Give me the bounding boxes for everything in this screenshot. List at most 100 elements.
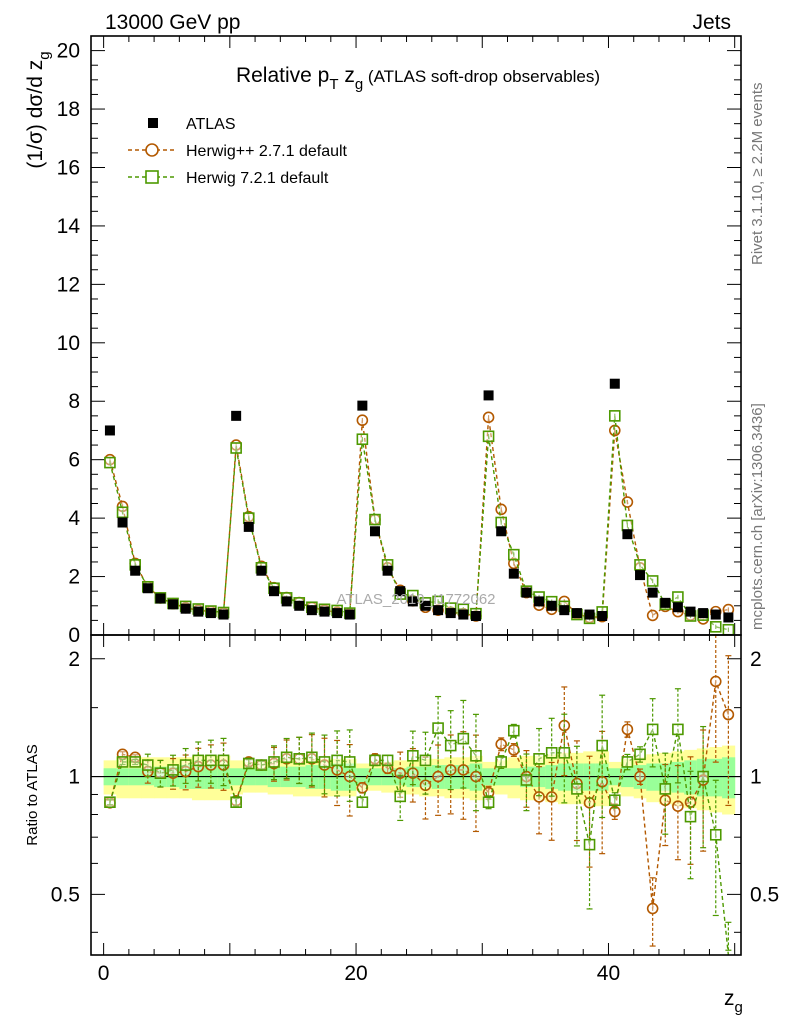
herwig7-ratio-point (684, 810, 697, 823)
atlas-point (168, 599, 179, 610)
herwigpp-ratio-point (419, 779, 432, 792)
atlas-point (609, 378, 620, 389)
herwig7-ratio-point (407, 749, 419, 762)
herwig7-ratio-point (343, 756, 356, 768)
herwig7-ratio-point (608, 794, 621, 807)
herwig7-ratio-point (141, 759, 154, 771)
herwig7-ratio-point (230, 796, 242, 809)
atlas-point (306, 605, 317, 616)
ratio-panel (91, 634, 741, 956)
herwig7-ratio-point (533, 753, 545, 765)
herwig7-ratio-point (444, 739, 457, 752)
energy-label: 13000 GeV pp (105, 11, 240, 34)
atlas-point (231, 410, 242, 421)
atlas-point (294, 600, 305, 611)
herwig7-ratio-point (167, 764, 179, 776)
herwig7-point (369, 513, 381, 526)
y-tick-label: 14 (57, 215, 81, 238)
y-tick-label: 0 (68, 624, 80, 647)
herwig7-ratio-line (109, 726, 730, 956)
ratio-tick-label-right: 1 (750, 766, 762, 789)
herwig7-ratio-point (217, 754, 230, 767)
atlas-point (319, 606, 330, 617)
herwig7-point (634, 559, 646, 571)
atlas-point (155, 593, 166, 604)
atlas-point (142, 583, 153, 594)
atlas-point (445, 608, 456, 619)
herwig7-point (621, 519, 634, 532)
atlas-point (256, 565, 267, 576)
herwig7-ratio-point (104, 796, 116, 809)
herwig7-ratio-point (318, 756, 331, 768)
atlas-point (723, 612, 734, 623)
herwigpp-ratio-point (672, 800, 684, 813)
category-label: Jets (692, 11, 731, 34)
herwig7-ratio-point (306, 751, 318, 764)
herwig7-ratio-point (470, 749, 482, 762)
atlas-point (433, 605, 444, 616)
herwig7-point (709, 621, 722, 633)
herwig7-ratio-point (381, 754, 394, 767)
atlas-point (281, 596, 292, 607)
herwig7-ratio-point (179, 759, 192, 771)
atlas-point (407, 596, 418, 607)
herwig7-ratio-point (672, 723, 684, 736)
atlas-point (205, 608, 216, 619)
herwigpp-point (621, 496, 634, 508)
atlas-point (369, 526, 380, 537)
herwig7-ratio-point (697, 770, 709, 783)
atlas-point (635, 570, 646, 581)
atlas-point (672, 602, 683, 613)
atlas-point (395, 586, 406, 597)
herwig7-ratio-point (255, 759, 268, 771)
atlas-point (117, 517, 128, 528)
herwig7-ratio-point (369, 754, 381, 767)
x-axis-label: zg (724, 987, 743, 1016)
herwig7-ratio-point (558, 747, 571, 759)
chart-title: Relative pT zg (ATLAS soft-drop observab… (236, 64, 600, 93)
y-tick-label: 16 (57, 156, 80, 179)
atlas-point (647, 587, 658, 598)
herwigpp-point (608, 424, 621, 437)
herwig7-ratio-point (583, 838, 596, 851)
atlas-point (571, 608, 582, 619)
herwigpp-ratio-point (432, 770, 444, 783)
herwigpp-ratio-point (495, 738, 507, 750)
x-tick-label: 20 (344, 962, 367, 985)
herwig7-ratio-point (116, 756, 129, 768)
herwig7-ratio-point (457, 732, 470, 745)
herwigpp-ratio-point (634, 770, 646, 783)
herwig7-ratio-point (545, 747, 558, 759)
atlas-point (344, 609, 355, 620)
herwigpp-ratio-point (533, 791, 545, 803)
herwig7-ratio-point (356, 796, 369, 809)
herwigpp-ratio-point (545, 791, 558, 803)
herwig7-ratio-point (293, 753, 306, 765)
atlas-point (420, 600, 431, 611)
herwig7-point (104, 456, 116, 469)
herwig7-point (116, 506, 129, 519)
legend-label-herwig7: Herwig 7.2.1 default (186, 170, 329, 187)
herwig7-point (356, 433, 369, 446)
herwig7-ratio-point (432, 722, 444, 734)
herwig7-ratio-point (242, 757, 255, 770)
atlas-point (710, 609, 721, 620)
atlas-point (218, 609, 229, 620)
herwig7-point (508, 548, 520, 561)
herwig7-point (608, 410, 621, 422)
atlas-point (546, 600, 557, 611)
y-tick-label: 18 (57, 98, 80, 121)
legend: ATLAS Herwig++ 2.7.1 default Herwig 7.2.… (128, 116, 348, 187)
herwig7-ratio-point (571, 783, 583, 795)
herwigpp-ratio-point (508, 744, 520, 756)
y-tick-label: 6 (68, 449, 80, 472)
legend-label-atlas: ATLAS (186, 116, 236, 133)
atlas-point (559, 605, 570, 616)
y-tick-label: 8 (68, 390, 80, 413)
herwig7-ratio-point (394, 790, 407, 803)
herwig7-point (242, 512, 255, 524)
atlas-point (243, 521, 254, 532)
atlas-point (269, 586, 280, 597)
analysis-watermark: ATLAS_2019_I1772062 (336, 591, 495, 608)
